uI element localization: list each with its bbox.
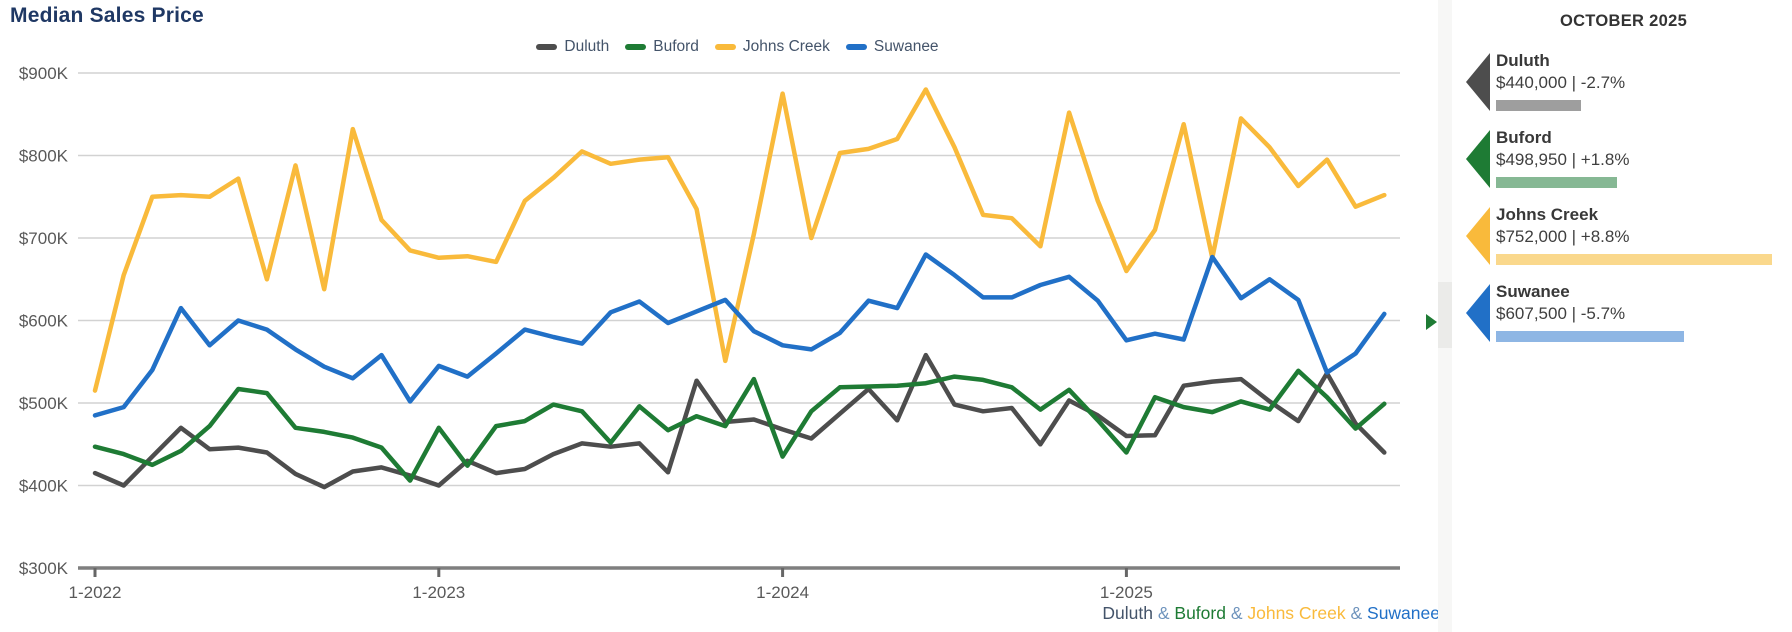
panel-entry-buford: Buford $498,950 | +1.8% xyxy=(1455,127,1792,197)
y-axis-label: $600K xyxy=(19,312,69,331)
x-axis-label: 1-2024 xyxy=(756,583,809,602)
entry-value-bar xyxy=(1496,100,1581,111)
entry-city-name: Johns Creek xyxy=(1496,205,1599,224)
panel-entry-duluth: Duluth $440,000 | -2.7% xyxy=(1455,50,1792,120)
caption-series-name: Duluth xyxy=(1102,603,1153,623)
scrollbar-thumb[interactable] xyxy=(1438,282,1452,348)
left-triangle-marker-icon xyxy=(1466,130,1490,188)
legend-label: Johns Creek xyxy=(742,38,830,55)
suwanee-line[interactable] xyxy=(92,252,1387,418)
y-axis-label: $800K xyxy=(19,147,69,166)
legend-item-buford[interactable]: Buford xyxy=(625,38,699,56)
caption-series-name: Johns Creek xyxy=(1247,603,1346,623)
legend-item-suwanee[interactable]: Suwanee xyxy=(845,38,939,56)
legend-label: Duluth xyxy=(564,38,610,55)
legend-swatch-icon xyxy=(536,43,558,51)
entry-city-name: Buford xyxy=(1496,128,1552,147)
y-axis-label: $700K xyxy=(19,229,69,248)
entry-price-and-change: $498,950 | +1.8% xyxy=(1496,150,1630,169)
summary-panel: OCTOBER 2025 Duluth $440,000 | -2.7% Bufor… xyxy=(1455,0,1792,632)
panel-entry-suwanee: Suwanee $607,500 | -5.7% xyxy=(1455,281,1792,351)
x-axis-label: 1-2025 xyxy=(1100,583,1153,602)
legend-swatch-icon xyxy=(845,43,867,51)
x-axis-tick xyxy=(781,568,785,577)
entry-city-name: Duluth xyxy=(1496,51,1550,70)
left-triangle-marker-icon xyxy=(1466,284,1490,342)
legend-swatch-icon xyxy=(625,43,647,51)
legend-swatch-icon xyxy=(714,43,736,51)
duluth-line[interactable] xyxy=(92,352,1387,490)
legend-label: Buford xyxy=(653,38,699,55)
entry-price-and-change: $607,500 | -5.7% xyxy=(1496,304,1626,323)
x-axis-tick xyxy=(437,568,441,577)
entry-price-and-change: $440,000 | -2.7% xyxy=(1496,73,1626,92)
legend-item-johns-creek[interactable]: Johns Creek xyxy=(714,38,830,56)
legend-label: Suwanee xyxy=(873,38,939,55)
y-axis-label: $400K xyxy=(19,477,69,496)
panel-month-header: OCTOBER 2025 xyxy=(1559,12,1688,30)
page-title: Median Sales Price xyxy=(10,4,204,27)
y-axis-label: $900K xyxy=(19,64,69,83)
entry-city-name: Suwanee xyxy=(1496,282,1570,301)
caption-series-name: Suwanee xyxy=(1367,603,1440,623)
y-axis-label: $500K xyxy=(19,394,69,413)
series-caption: Duluth & Buford & Johns Creek & Suwanee xyxy=(1102,603,1440,624)
x-axis-tick xyxy=(93,568,97,577)
panel-entry-johns-creek: Johns Creek $752,000 | +8.8% xyxy=(1455,204,1792,274)
left-triangle-marker-icon xyxy=(1466,207,1490,265)
caption-ampersand: & xyxy=(1345,603,1368,623)
x-axis-label: 1-2023 xyxy=(412,583,465,602)
entry-value-bar xyxy=(1496,177,1617,188)
median-sales-price-chart: $300K $400K $500K $600K $700K $800K $900K 1-202… xyxy=(19,64,1400,602)
chart-legend: Duluth Buford Johns Creek Suwanee xyxy=(75,36,1400,58)
expand-panel-arrow-icon[interactable] xyxy=(1426,314,1437,330)
entry-value-bar xyxy=(1496,331,1684,342)
entry-value-bar xyxy=(1496,254,1772,265)
panel-scrollbar[interactable] xyxy=(1438,0,1452,632)
legend-item-duluth[interactable]: Duluth xyxy=(536,38,609,56)
johns-creek-line[interactable] xyxy=(92,87,1387,393)
x-axis-label: 1-2022 xyxy=(69,583,122,602)
y-axis-label: $300K xyxy=(19,559,69,578)
caption-ampersand: & xyxy=(1152,603,1175,623)
left-triangle-marker-icon xyxy=(1466,53,1490,111)
caption-series-name: Buford xyxy=(1174,603,1226,623)
caption-ampersand: & xyxy=(1225,603,1248,623)
buford-line[interactable] xyxy=(92,368,1387,483)
x-axis-tick xyxy=(1124,568,1128,577)
entry-price-and-change: $752,000 | +8.8% xyxy=(1496,227,1630,246)
